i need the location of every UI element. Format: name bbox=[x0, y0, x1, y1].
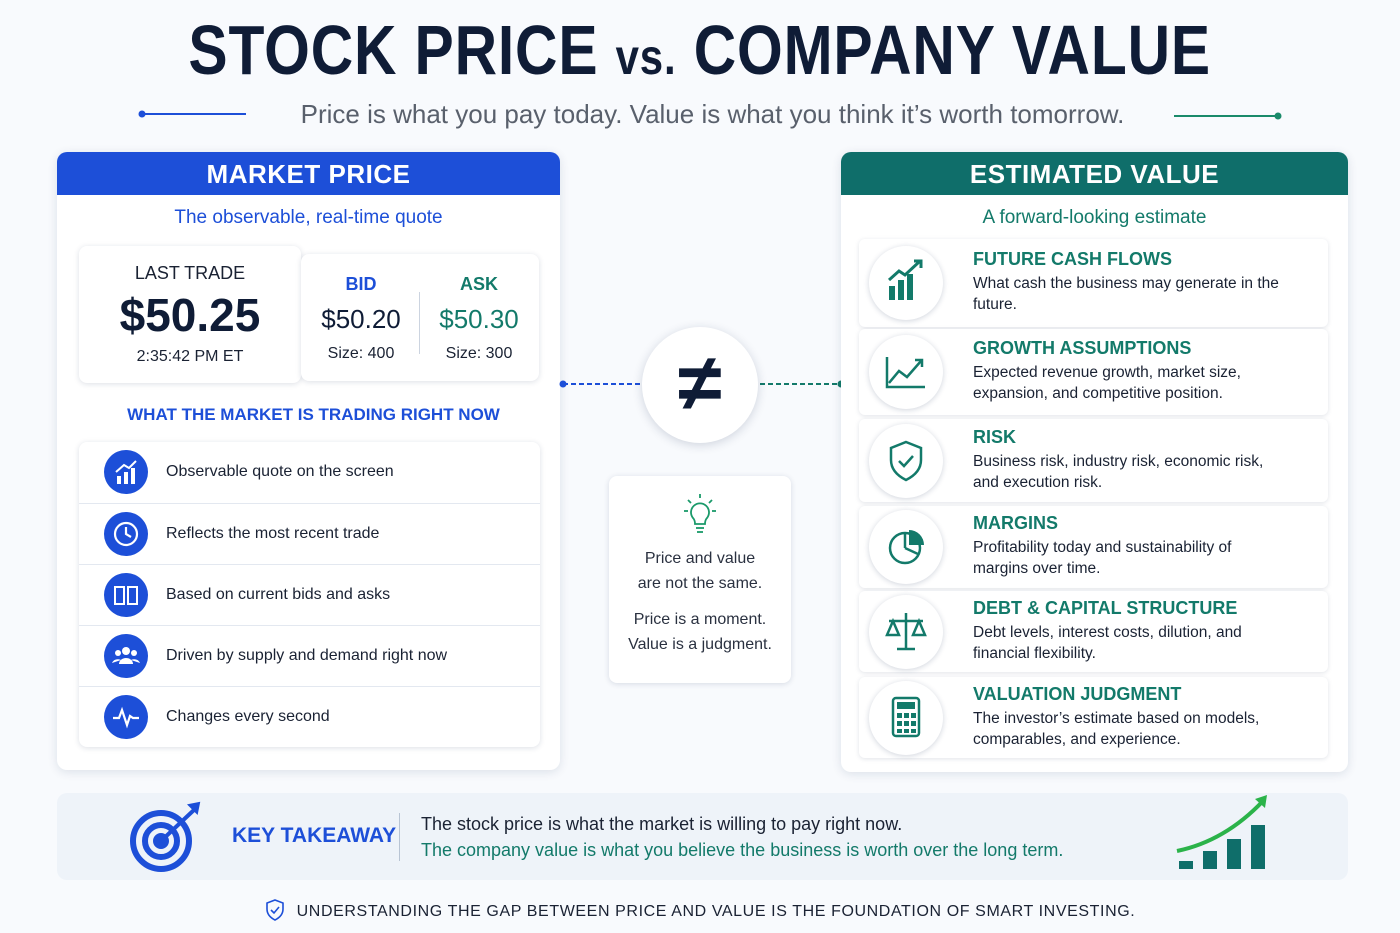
last-trade-card: LAST TRADE $50.25 2:35:42 PM ET bbox=[79, 246, 301, 383]
takeaway-line: The company value is what you believe th… bbox=[421, 840, 1064, 860]
value-item: DEBT & CAPITAL STRUCTURE Debt levels, int… bbox=[859, 591, 1328, 672]
panel-subtitle: The observable, real-time quote bbox=[174, 207, 443, 228]
item-text: Changes every second bbox=[166, 708, 330, 725]
not-equal: ≠ bbox=[642, 327, 758, 443]
item-icon bbox=[869, 510, 943, 584]
subtitle: Price is what you pay today. Value is wh… bbox=[300, 99, 1125, 129]
subtitle-line-right bbox=[1174, 112, 1282, 120]
item-title: MARGINS bbox=[973, 513, 1058, 533]
market-item: Observable quote on the screen bbox=[79, 442, 540, 503]
ask-price: $50.30 bbox=[439, 304, 519, 334]
panel-title: MARKET PRICE bbox=[57, 152, 560, 195]
item-title: FUTURE CASH FLOWS bbox=[973, 249, 1172, 269]
takeaway-line: The stock price is what the market is wi… bbox=[421, 814, 903, 834]
takeaway-label: KEY TAKEAWAY bbox=[232, 824, 397, 847]
time: 2:35:42 PM ET bbox=[136, 348, 244, 365]
item-icon bbox=[104, 695, 148, 739]
value-item: GROWTH ASSUMPTIONS Expected revenue growt… bbox=[859, 329, 1328, 415]
takeaway: KEY TAKEAWAY The stock price is what the… bbox=[57, 793, 1348, 880]
shield-icon bbox=[265, 899, 284, 921]
value-item: FUTURE CASH FLOWS What cash the business … bbox=[859, 239, 1328, 327]
market-item: Driven by supply and demand right now bbox=[79, 625, 540, 686]
footer: UNDERSTANDING THE GAP BETWEEN PRICE AND … bbox=[0, 899, 1400, 921]
market-item: Reflects the most recent trade bbox=[79, 503, 540, 564]
note-line: Price is a moment. bbox=[633, 611, 767, 628]
growth-icon bbox=[1176, 795, 1267, 869]
item-icon bbox=[869, 335, 943, 409]
item-text: Reflects the most recent trade bbox=[166, 525, 380, 542]
note-line: Value is a judgment. bbox=[628, 636, 772, 653]
value-item: VALUATION JUDGMENT The investor’s estimat… bbox=[859, 677, 1328, 758]
item-icon bbox=[869, 246, 943, 320]
market-item: Changes every second bbox=[79, 686, 540, 747]
item-text: What cash the business may generate in t… bbox=[973, 275, 1279, 313]
item-title: DEBT & CAPITAL STRUCTURE bbox=[973, 597, 1238, 618]
item-text: Driven by supply and demand right now bbox=[166, 647, 448, 664]
item-text: Based on current bids and asks bbox=[166, 586, 391, 603]
item-title: GROWTH ASSUMPTIONS bbox=[973, 338, 1192, 358]
subtitle-line-left bbox=[138, 110, 246, 118]
ask-label: ASK bbox=[459, 274, 498, 294]
connector bbox=[559, 380, 845, 388]
item-title: RISK bbox=[973, 426, 1017, 447]
title: STOCK PRICE vs. COMPANY VALUE bbox=[0, 10, 1400, 100]
bulb-icon bbox=[684, 494, 716, 533]
item-text: Expected revenue growth, market size, ex… bbox=[973, 364, 1241, 402]
price: $50.25 bbox=[119, 289, 261, 341]
item-title: VALUATION JUDGMENT bbox=[973, 683, 1182, 704]
title-right: COMPANY VALUE bbox=[694, 11, 1212, 89]
item-icon bbox=[104, 573, 148, 617]
target-icon bbox=[130, 801, 201, 872]
bid-ask-card: BID $50.20 Size: 400 ASK $50.30 Size: 30… bbox=[301, 254, 539, 381]
item-icon bbox=[104, 634, 148, 678]
value-item: RISK Business risk, industry risk, econom… bbox=[859, 419, 1328, 502]
item-icon bbox=[869, 680, 943, 755]
item-icon bbox=[869, 594, 943, 669]
note-line: Price and value bbox=[644, 550, 756, 567]
item-icon bbox=[869, 423, 943, 498]
title-left: STOCK PRICE bbox=[188, 11, 599, 89]
section-title: WHAT THE MARKET IS TRADING RIGHT NOW bbox=[127, 405, 500, 424]
market-list: Observable quote on the screen Reflects t… bbox=[79, 442, 540, 747]
footer-text: UNDERSTANDING THE GAP BETWEEN PRICE AND … bbox=[296, 903, 1136, 920]
ask-size: Size: 300 bbox=[445, 345, 513, 362]
item-text: Debt levels, interest costs, dilution, a… bbox=[973, 623, 1242, 662]
item-icon bbox=[104, 512, 148, 556]
panel-title: ESTIMATED VALUE bbox=[841, 152, 1348, 195]
item-text: Business risk, industry risk, economic r… bbox=[973, 452, 1264, 491]
center-note: Price and value are not the same. Price … bbox=[609, 476, 791, 683]
label: LAST TRADE bbox=[134, 263, 246, 283]
bid-price: $50.20 bbox=[321, 304, 401, 334]
market-item: Based on current bids and asks bbox=[79, 564, 540, 625]
panel-subtitle: A forward-looking estimate bbox=[982, 207, 1207, 228]
item-text: Profitability today and sustainability o… bbox=[973, 539, 1232, 577]
note-line: are not the same. bbox=[637, 575, 763, 592]
item-icon bbox=[104, 450, 148, 494]
value-item: MARGINS Profitability today and sustainab… bbox=[859, 506, 1328, 588]
bid-label: BID bbox=[345, 274, 377, 294]
item-text: Observable quote on the screen bbox=[166, 463, 394, 480]
item-text: The investor’s estimate based on models,… bbox=[973, 709, 1260, 748]
bid-size: Size: 400 bbox=[327, 345, 395, 362]
title-vs: vs. bbox=[615, 29, 677, 85]
